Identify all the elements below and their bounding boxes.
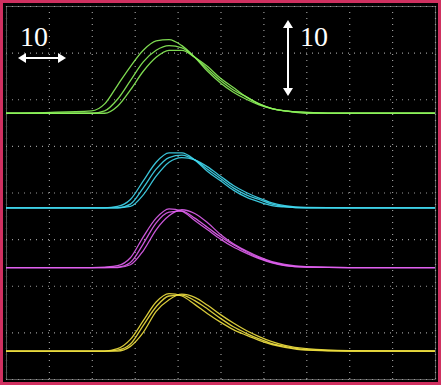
- annotation: 10: [300, 21, 328, 52]
- trace: [6, 50, 435, 113]
- tick: [6, 193, 435, 194]
- tick: [435, 6, 436, 379]
- x-axis: [7, 6, 436, 380]
- grid-line: [6, 332, 435, 333]
- trace: [6, 158, 435, 208]
- trace: [6, 294, 435, 351]
- arrow-head: [283, 20, 293, 28]
- tick: [6, 99, 435, 100]
- tick: [6, 379, 435, 380]
- chart: 10 10: [0, 0, 441, 385]
- trace: [6, 40, 435, 114]
- tick: [349, 6, 350, 379]
- grid-line: [392, 6, 393, 379]
- arrow-head: [283, 88, 293, 96]
- tick: [92, 6, 93, 379]
- grid-line: [435, 6, 436, 379]
- tick: [6, 286, 435, 287]
- grid-line: [6, 6, 435, 7]
- grid-line: [6, 53, 435, 54]
- y-axis: [6, 7, 435, 380]
- trace: [6, 46, 435, 114]
- trace: [6, 294, 435, 351]
- screen-frame: [2, 2, 440, 384]
- grid-line: [6, 99, 435, 100]
- grid-line: [92, 6, 93, 379]
- trace: [6, 153, 435, 208]
- grid-line: [6, 192, 435, 193]
- tick: [6, 6, 435, 7]
- axis-line: [7, 7, 436, 380]
- grid-line: [6, 146, 435, 147]
- arrow-head: [58, 53, 66, 63]
- grid-line: [6, 286, 435, 287]
- trace: [6, 295, 435, 351]
- tick: [49, 6, 50, 379]
- grid-line: [178, 6, 179, 379]
- arrow: [287, 24, 289, 92]
- grid-line: [349, 6, 350, 379]
- annotation: 10: [20, 21, 48, 52]
- arrow: [20, 57, 64, 59]
- tick: [392, 6, 393, 379]
- arrow-head: [18, 53, 26, 63]
- tick: [6, 332, 435, 333]
- trace: [6, 210, 435, 268]
- tick: [6, 53, 435, 54]
- annotations: 10 10: [18, 20, 328, 96]
- trace: [6, 209, 435, 268]
- axis-line: [7, 6, 436, 380]
- tick: [178, 6, 179, 379]
- traces: [6, 40, 435, 351]
- tick: [6, 146, 435, 147]
- grid-line: [6, 379, 435, 380]
- plot: [6, 6, 436, 380]
